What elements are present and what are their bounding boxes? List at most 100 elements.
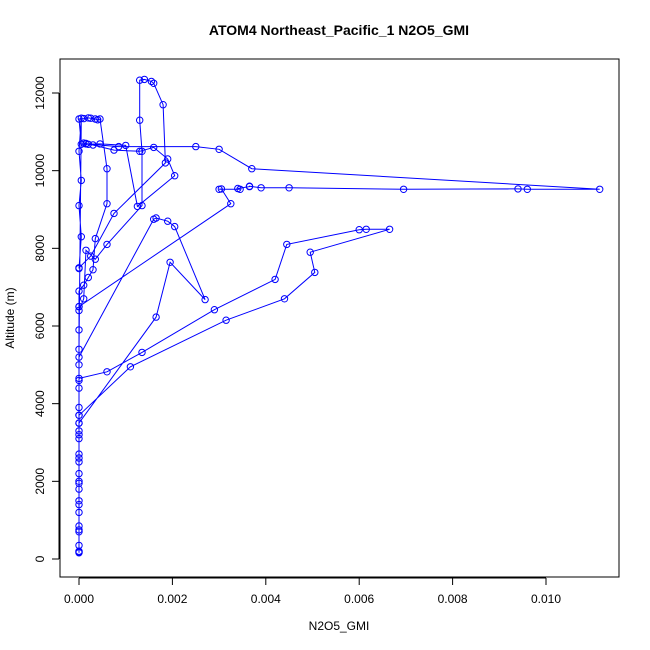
data-point (150, 79, 158, 88)
data-point (166, 258, 174, 266)
data-point (234, 184, 242, 193)
data-point (75, 201, 83, 210)
data-point (150, 143, 158, 152)
data-point (210, 306, 219, 314)
data-point (91, 234, 100, 243)
y-axis-ticks: 0 2000 4000 6000 8000 10000 12000 (33, 76, 59, 562)
data-point (306, 248, 314, 256)
data-point (75, 345, 83, 353)
data-point (164, 155, 172, 163)
data-point (75, 419, 83, 427)
data-point (171, 222, 179, 231)
data-point (75, 384, 83, 392)
data-point (75, 431, 83, 439)
data-point (103, 200, 111, 208)
x-tick-label: 0.010 (531, 592, 561, 606)
y-tick-label: 12000 (33, 76, 47, 110)
data-point (257, 184, 265, 192)
data-point (77, 233, 86, 241)
data-point (385, 225, 394, 234)
series-n2o5 (75, 75, 604, 557)
y-tick-label: 8000 (33, 235, 47, 262)
x-axis-ticks: 0.000 0.002 0.004 0.006 0.008 0.010 (64, 578, 561, 606)
data-point (136, 147, 144, 156)
data-point (362, 225, 370, 234)
data-point (75, 147, 83, 156)
data-point (89, 141, 97, 149)
y-tick-label: 4000 (33, 390, 47, 417)
chart-title: ATOM4 Northeast_Pacific_1 N2O5_GMI (209, 22, 469, 38)
x-tick-label: 0.002 (157, 592, 187, 606)
data-point (596, 185, 604, 194)
x-axis-label: N2O5_GMI (309, 619, 370, 633)
data-point (75, 522, 83, 530)
data-point (171, 172, 179, 180)
data-point (75, 427, 83, 435)
data-point (159, 101, 167, 109)
data-point (96, 140, 104, 148)
data-point (311, 268, 319, 277)
data-point (75, 287, 83, 295)
data-point (75, 469, 83, 478)
data-point (355, 226, 363, 234)
data-point (84, 140, 93, 149)
data-point (283, 240, 291, 249)
data-point (87, 252, 95, 260)
data-point (75, 403, 83, 412)
data-point (399, 185, 408, 194)
data-point (136, 76, 144, 84)
data-point (514, 185, 522, 193)
data-point (75, 528, 83, 536)
data-point (75, 374, 83, 383)
data-point (75, 485, 83, 493)
data-point (75, 479, 83, 487)
data-point (80, 281, 88, 289)
data-point (133, 202, 142, 211)
data-point (523, 185, 531, 194)
data-point (75, 306, 83, 315)
y-tick-label: 0 (33, 555, 47, 562)
data-point (147, 77, 156, 86)
data-point (75, 434, 83, 443)
data-point (89, 266, 97, 274)
data-point (152, 313, 160, 321)
data-point (77, 140, 86, 149)
data-point (75, 458, 83, 466)
data-point (80, 295, 88, 303)
data-point (110, 146, 118, 154)
data-point (75, 526, 83, 534)
x-tick-label: 0.000 (64, 592, 94, 606)
data-point (280, 295, 289, 303)
data-point (138, 348, 146, 357)
x-tick-label: 0.006 (344, 592, 374, 606)
data-point (75, 500, 83, 509)
y-axis-label: Altitude (m) (3, 287, 17, 348)
data-point (222, 316, 230, 324)
data-point (122, 141, 130, 150)
data-point (75, 508, 83, 517)
data-point (271, 275, 279, 284)
data-point (126, 363, 135, 371)
data-point (138, 201, 146, 210)
data-point (75, 497, 83, 505)
data-point (248, 165, 256, 173)
data-point (140, 75, 149, 84)
data-point (75, 454, 83, 462)
y-tick-label: 6000 (33, 312, 47, 339)
x-tick-label: 0.008 (438, 592, 468, 606)
data-point (75, 264, 83, 273)
plot-frame (59, 58, 620, 578)
data-point (87, 114, 95, 122)
data-point (215, 185, 223, 194)
data-point (75, 477, 83, 485)
data-point (75, 450, 83, 458)
data-point (75, 376, 83, 385)
data-point (150, 215, 158, 223)
data-point (96, 115, 104, 123)
data-point (82, 246, 90, 255)
data-point (75, 541, 83, 550)
data-point (138, 147, 146, 156)
data-point (285, 184, 293, 192)
